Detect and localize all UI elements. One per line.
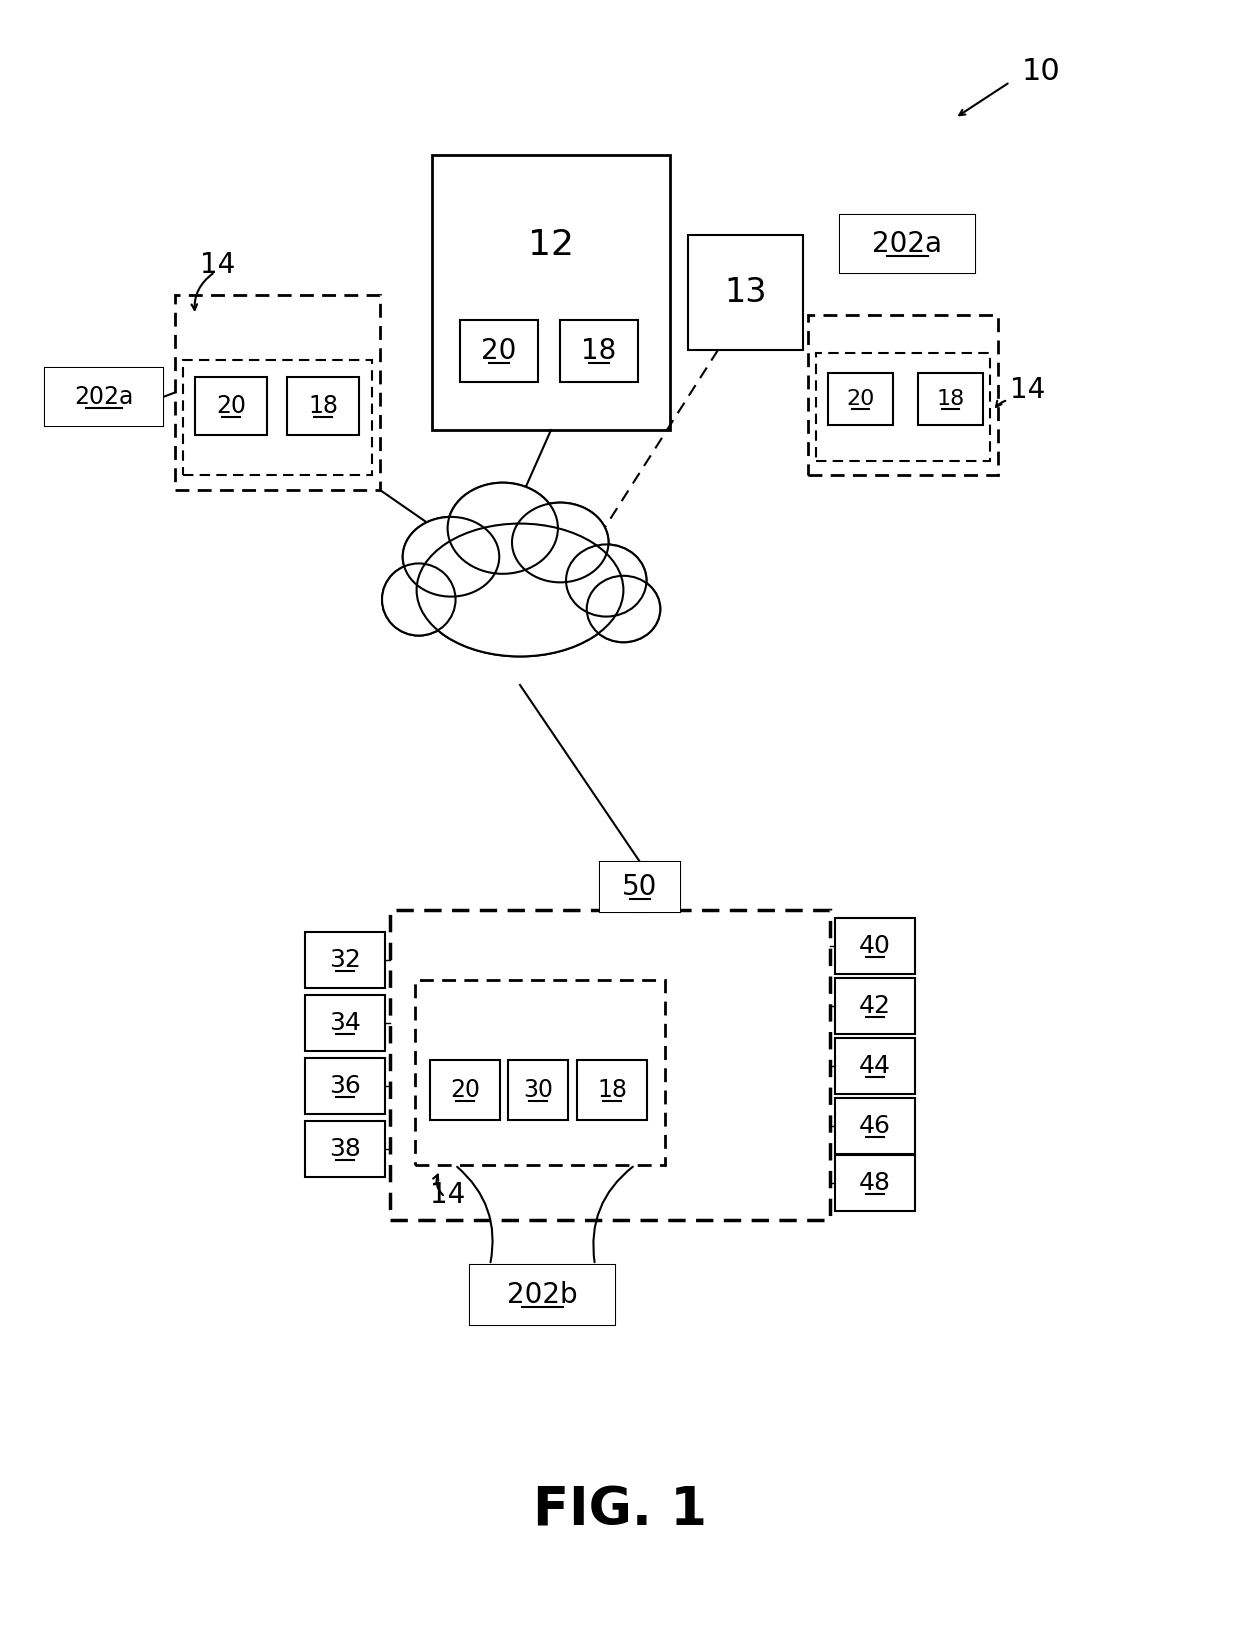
Bar [305,932,384,987]
Ellipse shape [403,518,500,596]
Bar [816,353,990,462]
Text: 36: 36 [329,1075,361,1098]
Bar [45,368,162,426]
Text: 202a: 202a [74,384,134,409]
Text: 38: 38 [329,1137,361,1162]
Text: 10: 10 [1022,58,1060,87]
Bar [45,368,162,426]
Bar [839,215,975,273]
Text: 202b: 202b [507,1282,578,1309]
Text: 30: 30 [523,1078,553,1102]
Ellipse shape [417,524,624,657]
Ellipse shape [565,544,646,616]
Text: 18: 18 [936,389,965,409]
Bar [600,863,680,912]
Ellipse shape [565,544,646,616]
Text: 20: 20 [481,337,517,365]
Bar [430,1060,500,1121]
Text: 12: 12 [528,228,574,261]
Text: 14: 14 [1011,376,1045,404]
Text: 18: 18 [308,394,339,417]
Bar [286,376,360,435]
Ellipse shape [512,503,609,582]
Bar [305,996,384,1052]
Ellipse shape [448,483,558,573]
Bar [600,863,680,912]
Text: 13: 13 [724,276,766,309]
Bar [688,235,804,350]
Bar [391,910,830,1221]
Text: 44: 44 [859,1055,892,1078]
Text: 42: 42 [859,994,892,1019]
Bar [835,1038,915,1094]
Text: 34: 34 [329,1010,361,1035]
Text: 50: 50 [622,872,657,900]
Text: 20: 20 [847,389,874,409]
Bar [835,1098,915,1153]
Bar [577,1060,647,1121]
Text: 20: 20 [450,1078,480,1102]
Text: 16: 16 [501,590,539,619]
Ellipse shape [403,518,500,596]
Bar [470,1265,615,1324]
Bar [184,360,372,475]
Bar [305,1121,384,1176]
Text: 46: 46 [859,1114,892,1139]
Ellipse shape [382,564,455,636]
Ellipse shape [587,575,660,642]
Text: 40: 40 [859,933,890,958]
Bar [508,1060,568,1121]
Bar [828,373,893,426]
Text: FIG. 1: FIG. 1 [533,1484,707,1536]
Ellipse shape [417,524,624,657]
Bar [195,376,267,435]
Ellipse shape [448,483,558,573]
Bar [918,373,983,426]
Bar [835,1155,915,1211]
Bar [835,978,915,1033]
Text: 20: 20 [216,394,246,417]
Bar [560,320,639,383]
Bar [175,296,379,490]
Bar [835,918,915,974]
Text: 18: 18 [582,337,616,365]
Bar [432,154,670,430]
Text: 48: 48 [859,1171,892,1194]
Bar [808,315,998,475]
Bar [839,215,975,273]
Ellipse shape [587,575,660,642]
Text: 14: 14 [430,1181,465,1209]
Ellipse shape [512,503,609,582]
Bar [470,1265,615,1324]
Text: 14: 14 [200,251,236,279]
Bar [305,1058,384,1114]
Text: 18: 18 [596,1078,627,1102]
Bar [415,979,665,1165]
Ellipse shape [382,564,455,636]
Text: 32: 32 [329,948,361,973]
Bar [460,320,538,383]
Text: 202a: 202a [873,230,942,258]
